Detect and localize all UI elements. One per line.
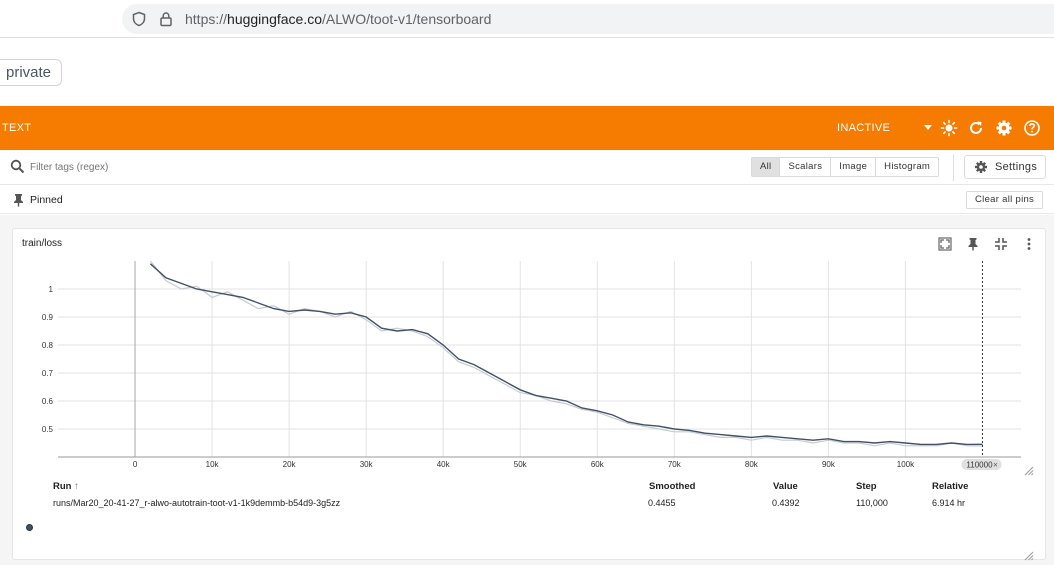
close-icon: × — [993, 461, 998, 470]
chevron-down-icon[interactable] — [924, 125, 932, 130]
url-text[interactable]: https://huggingface.co/ALWO/toot-v1/tens… — [185, 11, 491, 27]
column-header-value[interactable]: Value — [773, 481, 798, 492]
sort-arrow-icon: ↑ — [74, 481, 79, 492]
column-header-step[interactable]: Step — [856, 481, 877, 492]
raw-value: 0.4392 — [772, 498, 800, 508]
tag-filter-input[interactable] — [30, 159, 330, 175]
type-button-image[interactable]: Image — [831, 158, 877, 176]
refresh-icon[interactable] — [967, 119, 985, 137]
run-color-swatch — [26, 524, 33, 531]
y-tick-label: 0.9 — [42, 313, 54, 322]
resize-handle-icon[interactable] — [1024, 551, 1034, 561]
help-icon[interactable] — [1023, 119, 1041, 137]
smoothed-series-line — [149, 263, 983, 446]
y-tick-label: 0.8 — [42, 341, 54, 350]
clear-all-pins-button[interactable]: Clear all pins — [966, 191, 1044, 209]
column-header-smoothed[interactable]: Smoothed — [649, 481, 696, 492]
x-tick-label: 100k — [897, 460, 915, 469]
plugin-label[interactable]: TEXT — [2, 122, 32, 134]
scalar-card: train/loss 0 10k 20k 30k 40k 50k 60k 70k 80k 90k 1… — [12, 228, 1047, 561]
x-tick-label: 40k — [437, 460, 451, 469]
lock-icon[interactable] — [158, 11, 174, 27]
type-button-histogram[interactable]: Histogram — [884, 161, 931, 172]
more-vert-icon[interactable] — [1022, 237, 1036, 251]
raw-series-line — [149, 260, 983, 447]
y-tick-label: 0.6 — [42, 397, 54, 406]
pin-icon — [14, 194, 23, 207]
settings-label: Settings — [995, 161, 1038, 173]
browser-toolbar: https://huggingface.co/ALWO/toot-v1/tens… — [0, 0, 1054, 38]
step-cursor-label: 110000 — [966, 461, 993, 470]
search-icon — [10, 159, 25, 174]
x-tick-label: 90k — [822, 460, 836, 469]
y-tick-label: 0.7 — [42, 369, 54, 378]
gear-icon[interactable] — [995, 119, 1013, 137]
sun-icon[interactable] — [940, 119, 958, 137]
column-header-run[interactable]: Run ↑ — [53, 481, 79, 492]
x-tick-label: 80k — [745, 460, 759, 469]
url-path: /ALWO/toot-v1/tensorboard — [322, 11, 492, 27]
smoothed-value: 0.4455 — [648, 498, 676, 508]
gear-icon — [975, 161, 987, 173]
url-host: huggingface.co — [227, 11, 322, 27]
filter-bar: All Scalars Image Histogram Settings — [0, 150, 1054, 185]
inactive-plugins-select[interactable]: INACTIVE — [837, 122, 891, 134]
x-tick-label: 70k — [668, 460, 682, 469]
settings-button[interactable]: Settings — [964, 155, 1047, 179]
relative-time: 6.914 hr — [932, 498, 966, 508]
x-tick-label: 0 — [133, 460, 138, 469]
tensorboard-header: TEXT INACTIVE — [0, 106, 1054, 150]
visibility-badge: private — [0, 59, 63, 86]
pinned-label: Pinned — [30, 194, 63, 206]
card-type-filter: All Scalars Image Histogram — [751, 157, 940, 177]
column-header-relative[interactable]: Relative — [932, 481, 969, 492]
step-value: 110,000 — [856, 498, 888, 508]
fullscreen-icon[interactable] — [938, 237, 952, 251]
url-scheme: https:// — [185, 11, 228, 27]
y-tick-label: 1 — [49, 285, 54, 294]
header-run-label: Run — [53, 481, 72, 492]
type-button-all[interactable]: All — [752, 158, 781, 176]
x-tick-label: 60k — [591, 460, 605, 469]
x-tick-label: 30k — [360, 460, 374, 469]
x-tick-label: 10k — [206, 460, 220, 469]
y-tick-label: 0.5 — [42, 425, 54, 434]
step-cursor-badge — [961, 459, 1002, 470]
card-title: train/loss — [22, 238, 63, 249]
fit-domain-icon[interactable] — [994, 237, 1008, 251]
resize-handle-icon[interactable] — [1024, 466, 1034, 476]
main-dashboard: train/loss 0 10k 20k 30k 40k 50k 60k 70k 80k 90k 1… — [0, 215, 1054, 565]
run-name: runs/Mar20_20-41-27_r-alwo-autotrain-too… — [53, 498, 341, 508]
divider — [953, 154, 954, 181]
pinned-section: Pinned Clear all pins — [0, 186, 1054, 214]
type-button-scalars[interactable]: Scalars — [780, 158, 832, 176]
line-chart[interactable]: 0 10k 20k 30k 40k 50k 60k 70k 80k 90k 100k 0.5 0.6 0.… — [13, 257, 1047, 477]
x-tick-label: 50k — [514, 460, 528, 469]
x-tick-label: 20k — [283, 460, 297, 469]
pin-icon[interactable] — [966, 237, 980, 251]
address-bar[interactable]: https://huggingface.co/ALWO/toot-v1/tens… — [122, 4, 1054, 34]
shield-icon[interactable] — [131, 11, 147, 27]
